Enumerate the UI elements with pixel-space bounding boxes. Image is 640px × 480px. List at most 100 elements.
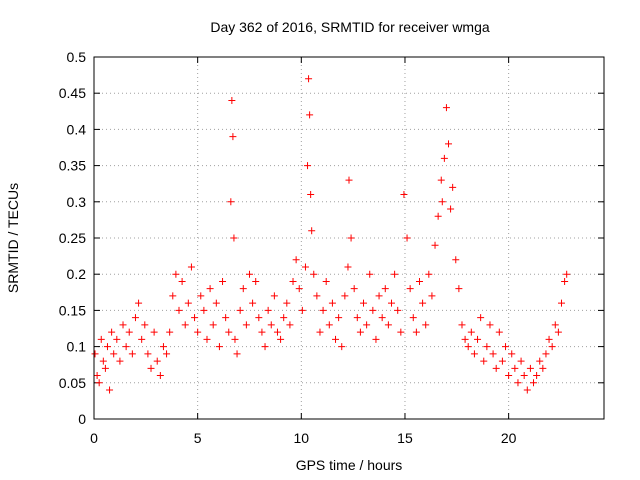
y-tick-label: 0.4 bbox=[67, 121, 87, 137]
y-tick-label: 0.45 bbox=[59, 85, 86, 101]
data-point bbox=[505, 372, 513, 380]
data-point bbox=[345, 176, 353, 184]
y-tick-label: 0.25 bbox=[59, 230, 86, 246]
data-point bbox=[227, 198, 235, 206]
data-point bbox=[440, 154, 448, 162]
data-point bbox=[363, 321, 371, 329]
data-point bbox=[289, 277, 297, 285]
data-point bbox=[305, 75, 313, 83]
data-point bbox=[400, 191, 408, 199]
data-point bbox=[298, 306, 306, 314]
data-point bbox=[181, 321, 189, 329]
data-point bbox=[520, 372, 528, 380]
data-point bbox=[431, 241, 439, 249]
data-point bbox=[530, 379, 538, 387]
data-point bbox=[514, 379, 522, 387]
data-point bbox=[495, 328, 503, 336]
data-point bbox=[511, 364, 519, 372]
data-point bbox=[353, 314, 361, 322]
data-point bbox=[467, 328, 475, 336]
data-point bbox=[412, 328, 420, 336]
data-point bbox=[319, 306, 327, 314]
data-point bbox=[338, 343, 346, 351]
data-point bbox=[267, 321, 275, 329]
data-point bbox=[141, 321, 149, 329]
data-point bbox=[239, 285, 247, 293]
data-point bbox=[306, 111, 314, 119]
data-point bbox=[563, 270, 571, 278]
data-point bbox=[110, 350, 118, 358]
data-point bbox=[360, 299, 368, 307]
data-points bbox=[91, 75, 571, 394]
data-point bbox=[228, 96, 236, 104]
data-point bbox=[350, 285, 358, 293]
data-point bbox=[403, 234, 411, 242]
data-point bbox=[184, 299, 192, 307]
data-point bbox=[122, 343, 130, 351]
data-point bbox=[470, 350, 478, 358]
data-point bbox=[236, 306, 244, 314]
data-point bbox=[415, 277, 423, 285]
data-point bbox=[233, 350, 241, 358]
data-point bbox=[119, 321, 127, 329]
data-point bbox=[447, 205, 455, 213]
data-point bbox=[200, 306, 208, 314]
data-point bbox=[95, 379, 103, 387]
data-point bbox=[332, 335, 340, 343]
data-point bbox=[125, 328, 133, 336]
data-point bbox=[536, 357, 544, 365]
data-point bbox=[452, 256, 460, 264]
data-point bbox=[328, 299, 336, 307]
data-point bbox=[206, 285, 214, 293]
data-point bbox=[156, 372, 164, 380]
data-point bbox=[325, 321, 333, 329]
data-point bbox=[381, 285, 389, 293]
data-point bbox=[191, 314, 199, 322]
x-tick-label: 0 bbox=[90, 430, 98, 446]
data-point bbox=[375, 292, 383, 300]
data-point bbox=[166, 328, 174, 336]
data-point bbox=[539, 364, 547, 372]
data-point bbox=[128, 350, 136, 358]
data-point bbox=[372, 335, 380, 343]
data-point bbox=[523, 386, 531, 394]
data-point bbox=[225, 328, 233, 336]
data-point bbox=[445, 140, 453, 148]
data-point bbox=[474, 335, 482, 343]
chart-title: Day 362 of 2016, SRMTID for receiver wmg… bbox=[210, 19, 490, 35]
data-point bbox=[307, 191, 315, 199]
data-point bbox=[187, 263, 195, 271]
data-point bbox=[438, 198, 446, 206]
x-axis-label: GPS time / hours bbox=[296, 457, 403, 473]
x-tick-label: 20 bbox=[501, 430, 517, 446]
data-point bbox=[261, 343, 269, 351]
data-point bbox=[252, 277, 260, 285]
data-point bbox=[502, 343, 510, 351]
data-point bbox=[273, 328, 281, 336]
data-point bbox=[486, 321, 494, 329]
data-point bbox=[394, 306, 402, 314]
data-point bbox=[116, 357, 124, 365]
data-point bbox=[492, 364, 500, 372]
data-point bbox=[425, 270, 433, 278]
data-point bbox=[422, 321, 430, 329]
x-tick-label: 5 bbox=[194, 430, 202, 446]
data-point bbox=[561, 277, 569, 285]
data-point bbox=[428, 292, 436, 300]
data-point bbox=[292, 256, 300, 264]
data-point bbox=[341, 292, 349, 300]
data-point bbox=[356, 328, 364, 336]
data-point bbox=[93, 372, 101, 380]
data-point bbox=[138, 335, 146, 343]
data-point bbox=[335, 314, 343, 322]
data-point bbox=[249, 299, 257, 307]
data-point bbox=[542, 350, 550, 358]
data-point bbox=[229, 133, 237, 141]
data-point bbox=[295, 285, 303, 293]
y-tick-label: 0.5 bbox=[67, 49, 87, 65]
data-point bbox=[153, 357, 161, 365]
data-point bbox=[369, 306, 377, 314]
data-point bbox=[150, 328, 158, 336]
data-point bbox=[366, 270, 374, 278]
